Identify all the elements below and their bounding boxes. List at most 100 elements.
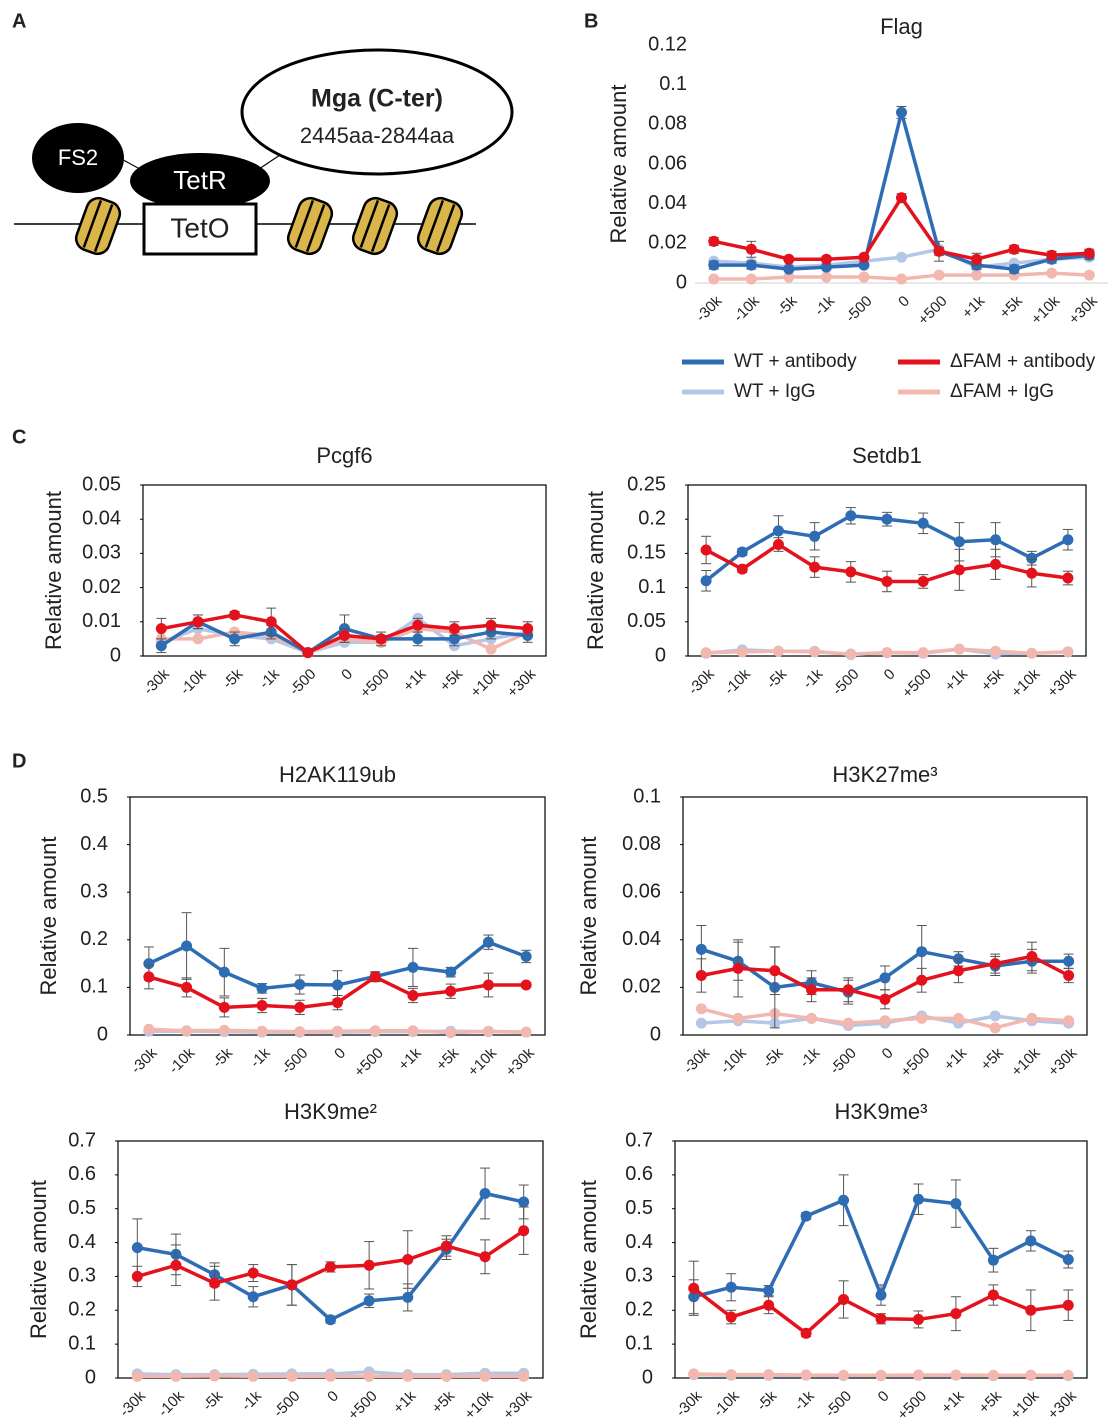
point: [882, 647, 893, 658]
point: [763, 1369, 774, 1380]
point: [132, 1371, 143, 1382]
x-tick-label: -5k: [760, 1044, 787, 1071]
x-tick-label: -10k: [155, 1387, 188, 1420]
x-tick-label: -30k: [680, 1044, 713, 1077]
y-tick-label: 0.06: [648, 152, 687, 174]
nucleosomes: [73, 195, 465, 257]
point: [990, 1022, 1001, 1033]
x-tick-label: -5k: [754, 1387, 781, 1414]
y-axis-label: Relative amount: [36, 837, 61, 996]
point: [971, 270, 982, 281]
point: [181, 1025, 192, 1036]
point: [192, 616, 203, 627]
x-tick-label: -500: [827, 1045, 860, 1078]
point: [1026, 951, 1037, 962]
y-tick-label: 0.04: [648, 192, 687, 214]
x-tick-label: +500: [345, 1388, 381, 1424]
label: Mga (C-ter): [311, 85, 443, 113]
x-tick-label: +5k: [996, 292, 1026, 322]
point: [746, 260, 757, 271]
point: [809, 646, 820, 657]
x-tick-label: +10k: [465, 1044, 501, 1080]
chart-title: Flag: [880, 14, 923, 39]
point: [441, 1371, 452, 1382]
point: [364, 1260, 375, 1271]
point: [858, 272, 869, 283]
point: [1062, 534, 1073, 545]
x-tick-label: +1k: [959, 292, 989, 322]
label: FS2: [58, 145, 98, 170]
point: [821, 254, 832, 265]
y-axis-label: Relative amount: [576, 1180, 601, 1339]
point: [783, 264, 794, 275]
point: [737, 547, 748, 558]
x-tick-label: -500: [822, 1388, 855, 1421]
x-tick-label: -5k: [219, 665, 246, 692]
point: [988, 1290, 999, 1301]
point: [809, 531, 820, 542]
y-tick-label: 0.01: [82, 610, 121, 632]
x-tick-label: +10k: [461, 1387, 497, 1423]
y-tick-label: 0.7: [68, 1129, 96, 1151]
point: [913, 1369, 924, 1380]
y-tick-label: 0: [110, 644, 121, 666]
x-tick-label: 0: [895, 293, 913, 311]
point: [733, 1013, 744, 1024]
x-tick-label: +10k: [1008, 665, 1044, 701]
chart-title: H3K9me²: [284, 1099, 377, 1124]
point: [522, 623, 533, 634]
point: [412, 633, 423, 644]
point: [332, 1026, 343, 1037]
point: [143, 1024, 154, 1035]
x-tick-label: 0: [331, 1045, 349, 1063]
x-tick-label: -5k: [209, 1044, 236, 1071]
point: [838, 1195, 849, 1206]
point: [783, 254, 794, 265]
point: [990, 646, 1001, 657]
point: [733, 963, 744, 974]
point: [332, 980, 343, 991]
point: [412, 620, 423, 631]
point: [708, 236, 719, 247]
point: [880, 994, 891, 1005]
y-tick-label: 0.2: [638, 507, 666, 529]
y-tick-label: 0.5: [68, 1197, 96, 1219]
y-tick-label: 0: [85, 1366, 96, 1388]
y-tick-label: 0.04: [82, 507, 121, 529]
point: [838, 1370, 849, 1381]
point: [1063, 956, 1074, 967]
legend-label: WT + antibody: [734, 351, 857, 372]
point: [953, 1013, 964, 1024]
point: [521, 951, 532, 962]
point: [521, 980, 532, 991]
x-tick-label: -500: [270, 1388, 303, 1421]
point: [486, 620, 497, 631]
point: [192, 633, 203, 644]
point: [480, 1251, 491, 1262]
x-tick-label: 0: [875, 1388, 893, 1406]
point: [688, 1368, 699, 1379]
x-tick-label: +30k: [1066, 292, 1102, 328]
series-line: [137, 1193, 523, 1319]
point: [988, 1370, 999, 1381]
point: [773, 525, 784, 536]
x-tick-label: +500: [894, 1388, 930, 1424]
x-tick-label: 0: [324, 1388, 342, 1406]
y-tick-label: 0: [642, 1366, 653, 1388]
point: [1062, 573, 1073, 584]
point: [156, 623, 167, 634]
y-tick-label: 0.7: [625, 1129, 653, 1151]
y-tick-label: 0.1: [80, 976, 108, 998]
point: [248, 1371, 259, 1382]
point: [918, 518, 929, 529]
point: [257, 1000, 268, 1011]
point: [294, 979, 305, 990]
point: [1026, 568, 1037, 579]
x-tick-label: -500: [842, 293, 875, 326]
legend-label: WT + IgG: [734, 381, 815, 402]
chart-title: Pcgf6: [316, 443, 372, 468]
point: [934, 270, 945, 281]
point: [726, 1369, 737, 1380]
point: [480, 1188, 491, 1199]
point: [266, 616, 277, 627]
